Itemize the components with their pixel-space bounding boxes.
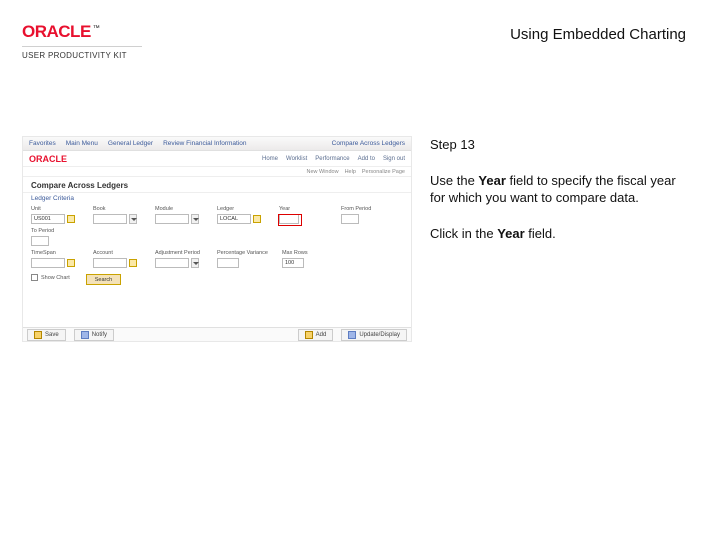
ledger-input[interactable]: LOCAL — [217, 214, 251, 224]
header-link[interactable]: Performance — [315, 156, 349, 162]
brand-block: ORACLE ™ USER PRODUCTIVITY KIT — [22, 22, 142, 60]
from-period-field: From Period — [341, 206, 389, 224]
module-field: Module — [155, 206, 203, 224]
criteria-row-3: Show Chart Search — [23, 268, 411, 285]
account-field: Account — [93, 250, 141, 268]
instruction-paragraph-1: Use the Year field to specify the fiscal… — [430, 172, 686, 207]
timespan-field: TimeSpan — [31, 250, 79, 268]
chevron-down-icon[interactable] — [191, 214, 199, 224]
oracle-logo: ORACLE — [22, 22, 91, 42]
lookup-icon[interactable] — [67, 215, 75, 223]
brand-subtitle: USER PRODUCTIVITY KIT — [22, 51, 142, 60]
save-icon — [34, 331, 42, 339]
module-input[interactable] — [155, 214, 189, 224]
add-button[interactable]: Add — [298, 329, 334, 341]
breadcrumb-item[interactable]: General Ledger — [108, 140, 153, 147]
refresh-icon — [348, 331, 356, 339]
brand-divider — [22, 46, 142, 47]
notify-icon — [81, 331, 89, 339]
header-link[interactable]: Add to — [358, 156, 375, 162]
utility-link[interactable]: Help — [345, 169, 356, 175]
year-field: Year — [279, 206, 327, 224]
timespan-input[interactable] — [31, 258, 65, 268]
ledger-field: Ledger LOCAL — [217, 206, 265, 224]
adj-period-field: Adjustment Period — [155, 250, 203, 268]
ledger-label: Ledger — [217, 206, 265, 212]
book-field: Book — [93, 206, 141, 224]
app-screenshot: Favorites Main Menu General Ledger Revie… — [22, 136, 412, 342]
app-logo: ORACLE — [29, 154, 67, 164]
header-link[interactable]: Worklist — [286, 156, 307, 162]
pct-field: Percentage Variance — [217, 250, 268, 268]
footer-toolbar: Save Notify Add Update/Display — [23, 327, 411, 341]
lookup-icon[interactable] — [253, 215, 261, 223]
unit-label: Unit — [31, 206, 79, 212]
add-icon — [305, 331, 313, 339]
highlight-marker — [278, 214, 302, 226]
step-label: Step 13 — [430, 136, 686, 154]
utility-link[interactable]: New Window — [306, 169, 338, 175]
app-header: ORACLE Home Worklist Performance Add to … — [23, 151, 411, 167]
document-title: Using Embedded Charting — [510, 26, 686, 43]
show-chart-checkbox[interactable]: Show Chart — [31, 274, 70, 281]
chevron-down-icon[interactable] — [129, 214, 137, 224]
criteria-grid-2: TimeSpan Account Adjustment Period Perce… — [23, 246, 411, 268]
pct-input[interactable] — [217, 258, 239, 268]
to-period-input[interactable] — [31, 236, 49, 246]
instruction-column: Step 13 Use the Year field to specify th… — [430, 136, 686, 260]
breadcrumb-item[interactable]: Main Menu — [66, 140, 98, 147]
breadcrumb-item[interactable]: Compare Across Ledgers — [332, 140, 405, 147]
book-label: Book — [93, 206, 141, 212]
account-label: Account — [93, 250, 141, 256]
utility-bar: New Window Help Personalize Page — [23, 167, 411, 177]
header-link[interactable]: Sign out — [383, 156, 405, 162]
notify-button[interactable]: Notify — [74, 329, 114, 341]
max-rows-input[interactable]: 100 — [282, 258, 304, 268]
page-title: Compare Across Ledgers — [23, 177, 411, 192]
chevron-down-icon[interactable] — [191, 258, 199, 268]
from-period-label: From Period — [341, 206, 389, 212]
breadcrumb: Favorites Main Menu General Ledger Revie… — [23, 137, 411, 151]
pct-label: Percentage Variance — [217, 250, 268, 256]
to-period-field: To Period — [31, 228, 79, 246]
unit-field: Unit US001 — [31, 206, 79, 224]
adj-period-label: Adjustment Period — [155, 250, 203, 256]
lookup-icon[interactable] — [129, 259, 137, 267]
criteria-grid: Unit US001 Book Module Ledger LOCAL Year — [23, 202, 411, 246]
year-label: Year — [279, 206, 327, 212]
max-rows-label: Max Rows — [282, 250, 330, 256]
show-chart-label: Show Chart — [41, 275, 70, 281]
header-link[interactable]: Home — [262, 156, 278, 162]
checkbox-icon — [31, 274, 38, 281]
breadcrumb-item[interactable]: Review Financial Information — [163, 140, 246, 147]
account-input[interactable] — [93, 258, 127, 268]
from-period-input[interactable] — [341, 214, 359, 224]
breadcrumb-item[interactable]: Favorites — [29, 140, 56, 147]
section-header: Ledger Criteria — [23, 192, 411, 202]
lookup-icon[interactable] — [67, 259, 75, 267]
module-label: Module — [155, 206, 203, 212]
unit-input[interactable]: US001 — [31, 214, 65, 224]
adj-period-input[interactable] — [155, 258, 189, 268]
utility-link[interactable]: Personalize Page — [362, 169, 405, 175]
trademark-symbol: ™ — [93, 25, 100, 32]
timespan-label: TimeSpan — [31, 250, 79, 256]
instruction-paragraph-2: Click in the Year field. — [430, 225, 686, 243]
save-button[interactable]: Save — [27, 329, 66, 341]
max-rows-field: Max Rows 100 — [282, 250, 330, 268]
search-button[interactable]: Search — [86, 274, 121, 285]
update-display-button[interactable]: Update/Display — [341, 329, 407, 341]
to-period-label: To Period — [31, 228, 79, 234]
book-input[interactable] — [93, 214, 127, 224]
